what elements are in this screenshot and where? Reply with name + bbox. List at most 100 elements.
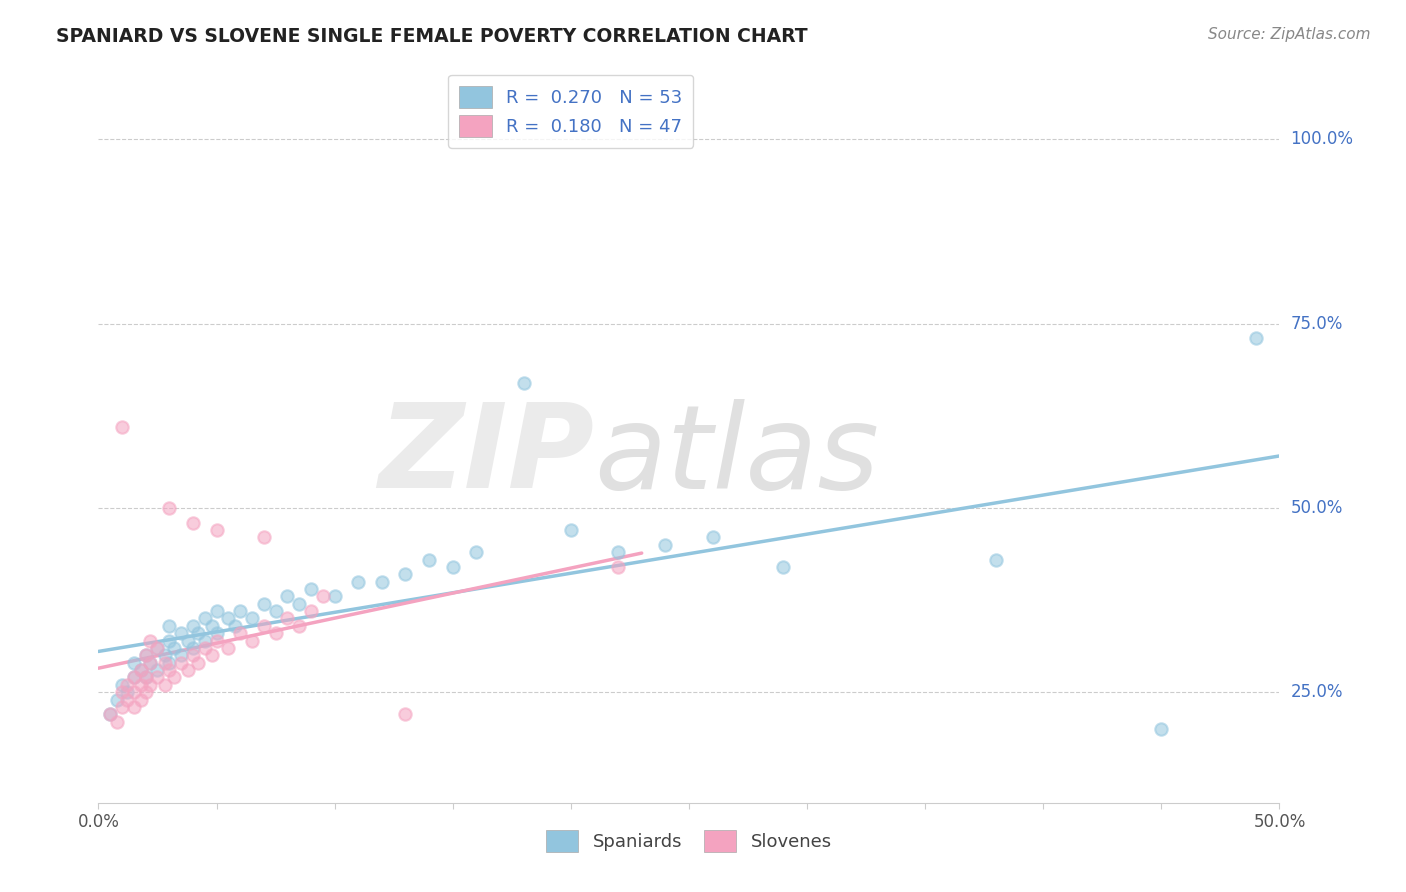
Point (146, 640, 169, 655)
Point (135, 685, 157, 699)
Point (122, 685, 145, 699)
Point (105, 714, 128, 729)
Point (201, 619, 224, 633)
Point (276, 611, 298, 625)
Point (135, 648, 157, 663)
Point (135, 670, 157, 684)
Point (111, 700, 134, 714)
Point (181, 648, 204, 663)
Point (253, 597, 276, 611)
Point (205, 626, 228, 640)
Point (122, 700, 145, 714)
Point (194, 633, 217, 648)
Point (139, 633, 162, 648)
Point (98, 707, 121, 722)
Point (157, 500, 180, 515)
Point (654, 538, 676, 552)
Point (264, 626, 287, 640)
Point (105, 692, 128, 706)
Point (201, 648, 224, 663)
Point (181, 619, 204, 633)
Point (157, 656, 180, 670)
Point (129, 663, 152, 677)
Point (177, 633, 200, 648)
Text: atlas: atlas (595, 399, 880, 513)
Point (163, 640, 186, 655)
Point (187, 656, 209, 670)
Point (299, 604, 322, 618)
Point (146, 640, 169, 655)
Point (194, 611, 217, 625)
Point (111, 419, 134, 434)
Point (146, 663, 169, 677)
Point (170, 656, 193, 670)
Point (276, 590, 298, 604)
Point (135, 670, 157, 684)
Point (253, 530, 276, 544)
Point (229, 626, 252, 640)
Point (607, 560, 630, 574)
Point (394, 707, 416, 722)
Point (394, 567, 416, 582)
Point (1150, 722, 1173, 736)
Point (560, 523, 582, 537)
Point (146, 670, 169, 684)
Point (129, 692, 152, 706)
Text: Source: ZipAtlas.com: Source: ZipAtlas.com (1208, 27, 1371, 42)
Text: 50.0%: 50.0% (1291, 499, 1343, 516)
Point (157, 633, 180, 648)
Point (122, 670, 145, 684)
Point (111, 678, 134, 692)
Point (512, 376, 534, 390)
Point (129, 663, 152, 677)
Point (194, 640, 217, 655)
Point (205, 523, 228, 537)
Text: 75.0%: 75.0% (1291, 315, 1343, 333)
Point (115, 692, 138, 706)
Text: SPANIARD VS SLOVENE SINGLE FEMALE POVERTY CORRELATION CHART: SPANIARD VS SLOVENE SINGLE FEMALE POVERT… (56, 27, 808, 45)
Point (465, 545, 488, 559)
Point (441, 560, 464, 574)
Point (181, 640, 204, 655)
Point (115, 685, 138, 699)
Point (157, 619, 180, 633)
Point (153, 648, 176, 663)
Point (98, 707, 121, 722)
Point (129, 678, 152, 692)
Point (170, 626, 193, 640)
Point (205, 604, 228, 618)
Point (253, 619, 276, 633)
Point (312, 590, 335, 604)
Point (347, 574, 370, 589)
Point (288, 597, 311, 611)
Point (229, 604, 252, 618)
Point (264, 604, 287, 618)
Point (288, 619, 311, 633)
Point (153, 656, 176, 670)
Point (139, 656, 162, 670)
Text: 100.0%: 100.0% (1291, 130, 1354, 148)
Point (122, 656, 145, 670)
Point (371, 574, 394, 589)
Point (1244, 331, 1267, 345)
Text: ZIP: ZIP (378, 399, 595, 514)
Point (139, 678, 162, 692)
Point (111, 685, 134, 699)
Point (163, 670, 186, 684)
Point (217, 640, 239, 655)
Point (217, 611, 239, 625)
Point (205, 633, 228, 648)
Point (177, 663, 200, 677)
Point (299, 582, 322, 596)
Text: 25.0%: 25.0% (1291, 683, 1343, 701)
Point (170, 648, 193, 663)
Point (115, 678, 138, 692)
Point (240, 633, 263, 648)
Point (157, 663, 180, 677)
Point (984, 552, 1007, 566)
Point (181, 516, 204, 530)
Point (772, 560, 794, 574)
Point (418, 552, 440, 566)
Point (607, 545, 630, 559)
Point (122, 670, 145, 684)
